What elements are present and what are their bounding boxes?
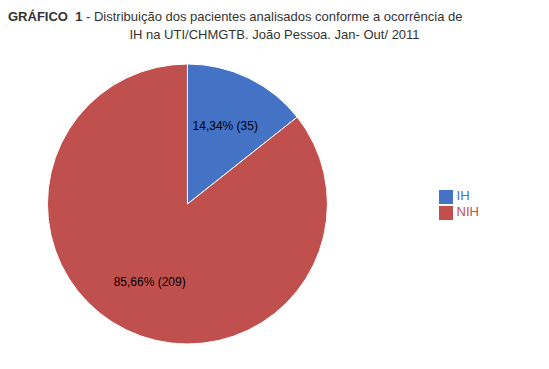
html-text:GRÁFICO 1 - Distribuição dos p: GRÁFICO 1 - Distribuição dos pacientes a…	[8, 9, 463, 24]
svg-text:85,66% (209): 85,66% (209)	[114, 275, 186, 289]
html-text:IH na UTI/CHMGTB. João Pessoa.: IH na UTI/CHMGTB. João Pessoa. Jan- Out/…	[129, 27, 420, 42]
html-text:IH: IH	[456, 188, 470, 204]
html-text:NIH: NIH	[456, 204, 479, 219]
svg-text:14,34% (35): 14,34% (35)	[193, 119, 258, 133]
